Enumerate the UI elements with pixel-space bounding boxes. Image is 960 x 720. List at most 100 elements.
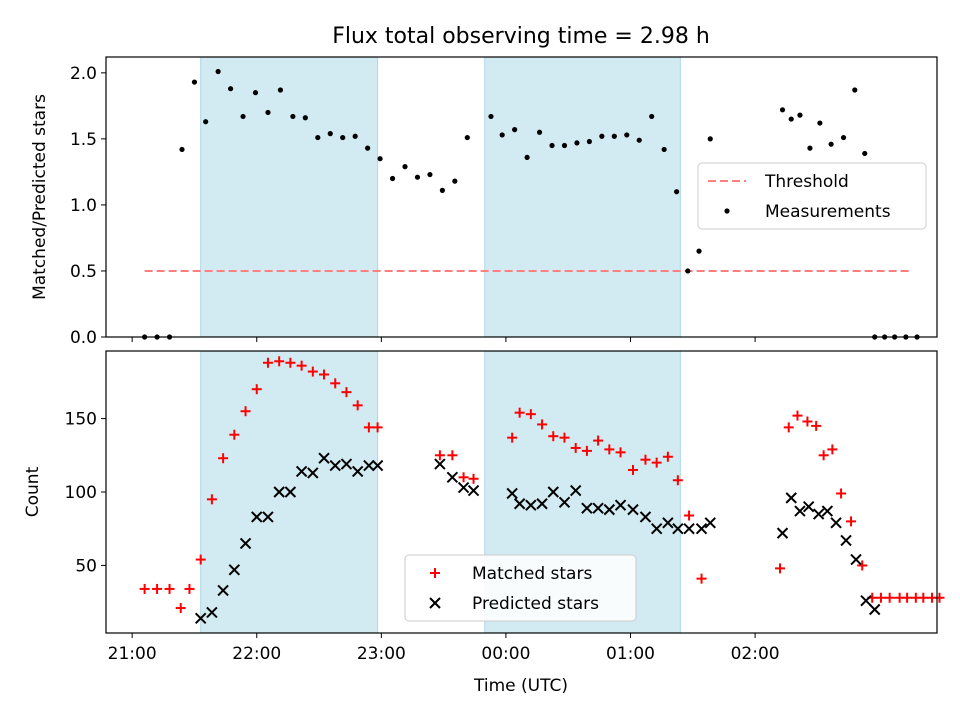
- measurement-point: [352, 133, 358, 139]
- measurement-point: [315, 134, 321, 141]
- measurement-point: [227, 86, 234, 92]
- y-tick-label: 1.0: [70, 196, 97, 216]
- matched-star-point: [628, 464, 639, 475]
- measurement-point: [788, 116, 794, 122]
- predicted-star-point: [194, 612, 207, 625]
- matched-star-point: [902, 592, 913, 603]
- matched-star-point: [262, 357, 273, 368]
- y-tick-label: 2.0: [70, 64, 97, 84]
- bottom-legend-box: [404, 554, 637, 622]
- matched-star-point: [581, 445, 592, 456]
- measurement-point: [828, 141, 834, 147]
- predicted-star-point: [868, 603, 881, 616]
- matched-star-point: [884, 592, 895, 603]
- measurement-point: [549, 142, 555, 149]
- measurement-point: [611, 133, 617, 139]
- x-tick-label: 23:00: [357, 644, 406, 664]
- predicted-star-point: [785, 492, 797, 504]
- predicted-star-point: [295, 465, 308, 478]
- measurement-point: [561, 142, 568, 149]
- measurement-point: [499, 132, 505, 138]
- matched-star-point: [184, 583, 195, 594]
- matched-star-point: [640, 454, 651, 465]
- predicted-star-point: [695, 523, 708, 535]
- measurement-point: [290, 113, 296, 120]
- predicted-star-point: [794, 505, 806, 517]
- matched-star-point: [684, 510, 695, 521]
- measurement-point: [488, 113, 494, 120]
- measurement-point: [797, 112, 803, 118]
- measurement-point: [179, 146, 185, 153]
- predicted-star-point: [318, 452, 330, 464]
- measurement-point: [649, 113, 655, 120]
- measurement-point: [696, 248, 702, 254]
- measurement-point: [340, 134, 346, 141]
- measurement-point: [277, 87, 284, 93]
- matched-star-point: [934, 592, 945, 603]
- y-tick-label: 150: [65, 410, 97, 430]
- predicted-star-point: [627, 503, 639, 516]
- measurement-point: [852, 87, 858, 93]
- top-axes-frame: [105, 56, 938, 338]
- top-y-axis-label: Matched/Predicted stars: [30, 94, 50, 300]
- measurement-point: [807, 145, 813, 151]
- predicted-star-point: [639, 511, 652, 523]
- matched-star-point: [696, 573, 707, 584]
- matched-star-point: [570, 442, 581, 453]
- predicted-star-point: [228, 564, 241, 576]
- predicted-star-point: [446, 471, 459, 484]
- measurement-point: [203, 119, 209, 125]
- measurement-point: [512, 127, 518, 133]
- matched-star-point: [434, 450, 445, 461]
- x-tick-label: 21:00: [108, 644, 157, 664]
- measurement-point: [327, 131, 333, 137]
- predicted-star-point: [340, 458, 353, 470]
- predicted-legend-swatch: [429, 597, 441, 609]
- measurement-point: [524, 154, 530, 160]
- measurement-point: [685, 268, 691, 274]
- matched-star-point: [319, 369, 330, 380]
- matched-star-point: [811, 420, 822, 431]
- predicted-star-point: [251, 511, 263, 523]
- matched-star-point: [836, 488, 847, 499]
- matched-star-point: [139, 583, 150, 594]
- matched-star-point: [559, 432, 570, 443]
- predicted-star-point: [558, 496, 571, 508]
- matched-star-point: [792, 410, 803, 421]
- predicted-star-point: [351, 465, 364, 478]
- predicted-star-point: [329, 459, 341, 472]
- predicted-star-point: [284, 486, 297, 498]
- measurement-point: [599, 133, 605, 139]
- matched-star-point: [274, 356, 285, 367]
- predicted-star-point: [603, 503, 616, 516]
- x-axis-label: Time (UTC): [473, 676, 568, 696]
- measurement-point: [661, 146, 667, 153]
- matched-legend-swatch: [430, 568, 440, 578]
- predicted-star-point: [536, 498, 548, 510]
- measurement-point: [817, 120, 823, 126]
- y-tick-label: 0.5: [70, 262, 97, 282]
- bottom-y-ticks: 50 100 150: [65, 410, 106, 576]
- measurement-point: [365, 145, 371, 151]
- measurement-point: [574, 140, 580, 146]
- predicted-star-point: [650, 523, 663, 535]
- top-shaded-intervals: [200, 56, 681, 338]
- matched-star-point: [775, 563, 786, 574]
- predicted-star-point: [307, 467, 319, 479]
- matched-star-point: [846, 516, 857, 527]
- matched-star-point: [285, 357, 296, 368]
- measurement-point: [377, 156, 383, 162]
- matched-star-point: [363, 422, 374, 433]
- x-tick-label: 22:00: [232, 644, 281, 664]
- matched-star-point: [525, 409, 536, 420]
- predicted-star-point: [273, 486, 285, 498]
- top-panel: 0.00.51.01.52.0 Matched/Predicted stars …: [30, 56, 938, 348]
- predicted-star-point: [776, 527, 789, 539]
- predicted-star-point: [830, 517, 842, 529]
- predicted-star-point: [513, 498, 526, 510]
- measurement-point: [586, 138, 593, 145]
- threshold-legend-label: Threshold: [764, 172, 849, 192]
- measurement-point: [427, 171, 433, 178]
